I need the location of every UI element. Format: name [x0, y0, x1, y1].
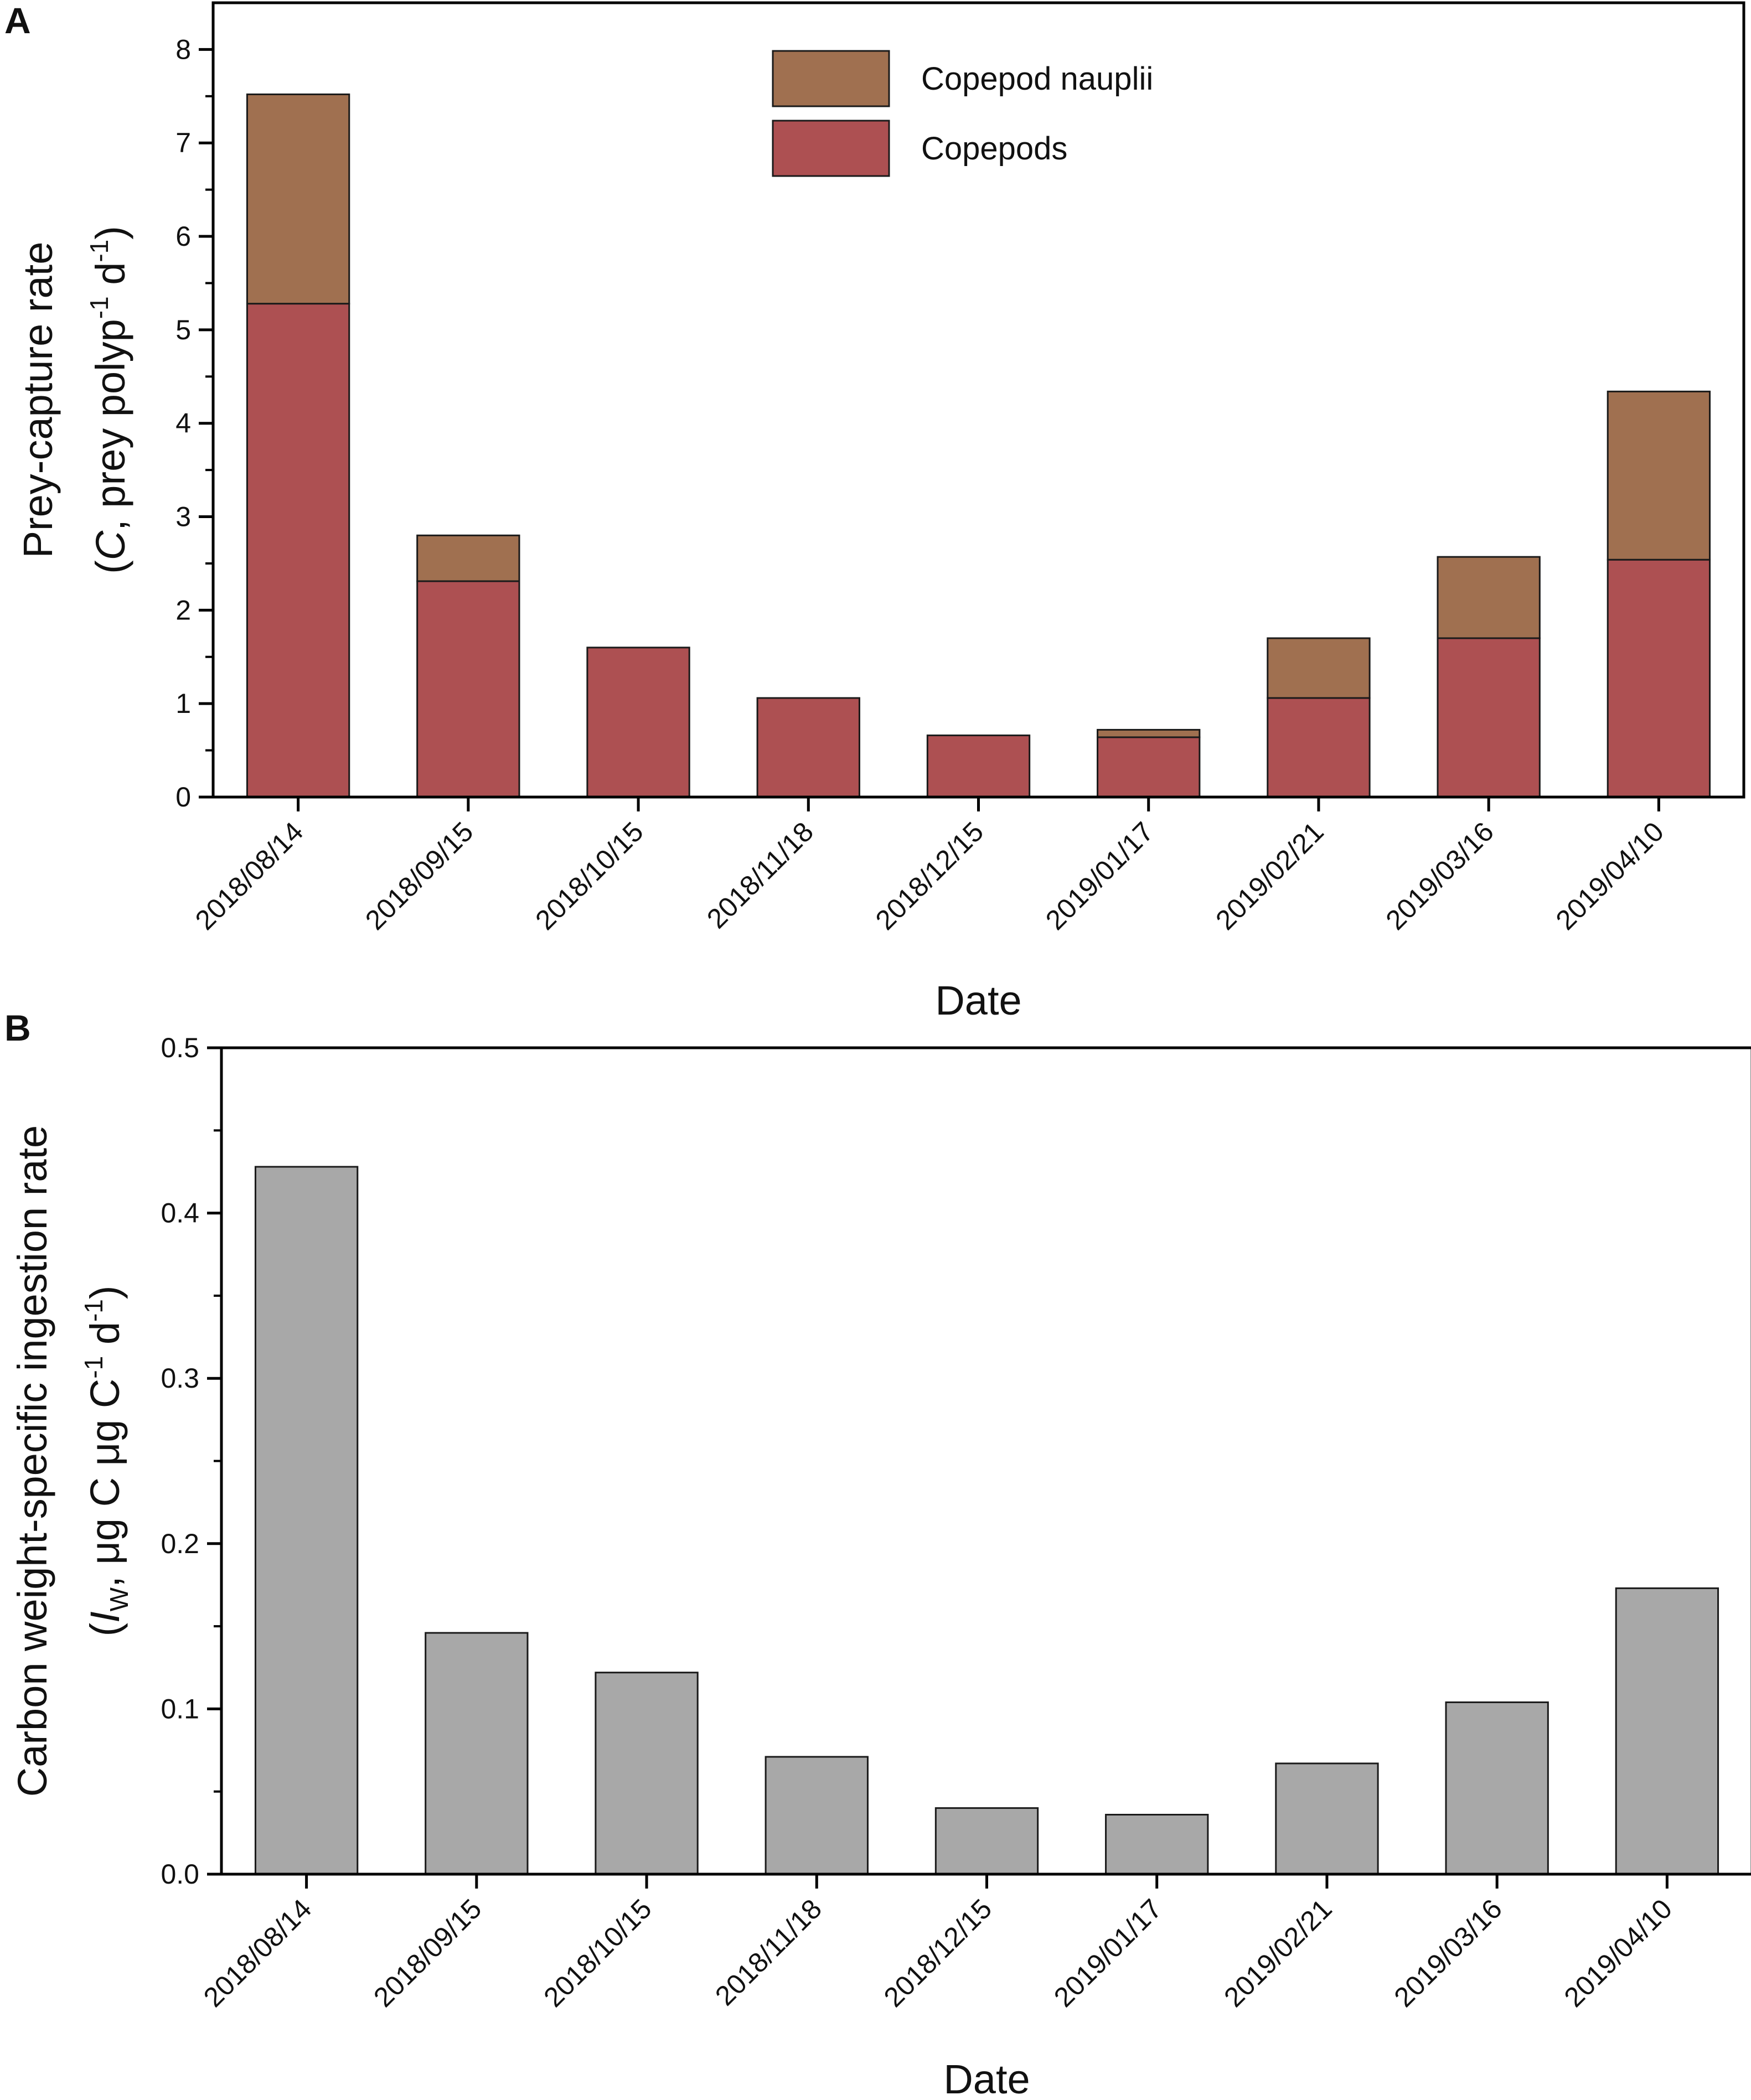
x-tick-label: 2018/12/15 — [870, 816, 990, 936]
bar-copepods-2019/03/16 — [1437, 637, 1541, 798]
bar-copepod-nauplii-2019/03/16 — [1437, 556, 1541, 639]
bar-copepods-2018/10/15 — [586, 646, 690, 798]
bar-copepods-2018/11/18 — [756, 697, 860, 798]
x-tick-label: 2019/04/10 — [1550, 816, 1670, 936]
legend-label-copepods: Copepods — [921, 131, 1067, 167]
x-tick-label: 2018/08/14 — [189, 816, 309, 936]
x-tick-label: 2019/03/16 — [1380, 816, 1500, 936]
bar-copepods-2018/09/15 — [416, 580, 520, 798]
y-tick-label: 1 — [175, 688, 191, 719]
panel-b-bars — [254, 1166, 1719, 1875]
y-tick-label: 6 — [175, 221, 191, 252]
x-tick-label: 2018/10/15 — [538, 1893, 658, 2013]
y-tick-label: 0.5 — [161, 1032, 199, 1063]
y-tick-label: 0.4 — [161, 1198, 199, 1229]
y-tick-label: 0.1 — [161, 1693, 199, 1724]
panel-a-y-axis-title: Prey-capture rate — [15, 242, 61, 558]
x-tick-label: 2018/09/15 — [359, 816, 479, 936]
panel-a-x-axis-title: Date — [935, 977, 1021, 1023]
x-tick-label: 2019/03/16 — [1388, 1893, 1508, 2013]
x-tick-label: 2019/01/17 — [1048, 1893, 1168, 2013]
x-tick-label: 2018/11/18 — [701, 816, 819, 934]
bar-copepods-2018/08/14 — [246, 303, 350, 798]
panel-a-letter: A — [4, 0, 31, 41]
panel-a-plot-frame — [211, 1, 1745, 799]
bar-copepods-2019/04/10 — [1607, 558, 1711, 798]
x-tick-label: 2018/10/15 — [529, 816, 649, 936]
bar-2018/10/15 — [595, 1672, 699, 1875]
legend-swatch-copepods — [772, 120, 890, 177]
y-tick-label: 3 — [175, 501, 191, 532]
y-tick-label: 2 — [175, 594, 191, 625]
y-tick-label: 7 — [175, 127, 191, 158]
x-tick-label: 2019/01/17 — [1040, 816, 1160, 936]
y-tick-label: 0 — [175, 782, 191, 813]
bar-copepods-2018/12/15 — [926, 735, 1031, 798]
bar-2019/04/10 — [1615, 1587, 1719, 1875]
bar-2019/02/21 — [1275, 1762, 1379, 1875]
bar-2018/08/14 — [254, 1166, 359, 1875]
y-tick-label: 8 — [175, 34, 191, 65]
bar-copepod-nauplii-2019/04/10 — [1607, 390, 1711, 561]
bar-copepods-2019/01/17 — [1097, 736, 1201, 798]
panel-b-letter: B — [4, 1007, 31, 1048]
bar-2018/09/15 — [425, 1632, 529, 1875]
y-tick-label: 0.2 — [161, 1528, 199, 1559]
bar-copepod-nauplii-2018/08/14 — [246, 93, 350, 305]
bar-2019/03/16 — [1445, 1701, 1549, 1875]
panel-a-y-axis-units: (C, prey polyp-1 d-1) — [85, 226, 133, 574]
panel-a-x-ticks: 2018/08/14 2018/09/15 2018/10/15 2018/11/18… — [189, 797, 1670, 936]
panel-a-legend: Copepod nauplii Copepods — [772, 50, 1153, 177]
panel-a-chart: A Copepod nauplii Copepods 0 1 2 3 4 5 6 7 8 2018… — [4, 0, 1745, 1023]
bar-2018/11/18 — [765, 1756, 869, 1875]
y-tick-label: 4 — [175, 408, 191, 439]
bar-copepod-nauplii-2018/09/15 — [416, 534, 520, 582]
x-tick-label: 2018/12/15 — [878, 1893, 998, 2013]
panel-b-y-axis-title: Carbon weight-specific ingestion rate — [9, 1125, 55, 1797]
panel-a-y-ticks: 0 1 2 3 4 5 6 7 8 — [175, 34, 213, 813]
legend-label-copepod-nauplii: Copepod nauplii — [921, 61, 1153, 97]
y-tick-label: 0.0 — [161, 1859, 199, 1890]
bar-copepods-2019/02/21 — [1267, 697, 1371, 798]
x-tick-label: 2018/08/14 — [198, 1893, 318, 2013]
y-tick-label: 5 — [175, 314, 191, 345]
panel-b-chart: B 0.0 0.1 0.2 0.3 0.4 0.5 2018/08/14 2018/09/1… — [4, 1007, 1751, 2100]
bar-2019/01/17 — [1105, 1814, 1209, 1875]
panel-b-x-ticks: 2018/08/14 2018/09/15 2018/10/15 2018/11/18… — [198, 1874, 1678, 2013]
bar-2018/12/15 — [934, 1807, 1039, 1875]
x-tick-label: 2019/04/10 — [1558, 1893, 1678, 2013]
x-tick-label: 2019/02/21 — [1210, 816, 1330, 936]
panel-b-y-ticks: 0.0 0.1 0.2 0.3 0.4 0.5 — [161, 1032, 221, 1890]
panel-b-plot-frame — [220, 1046, 1751, 1876]
panel-a-bars — [246, 93, 1711, 798]
legend-swatch-copepod-nauplii — [772, 50, 890, 107]
y-tick-label: 0.3 — [161, 1363, 199, 1394]
x-tick-label: 2018/11/18 — [709, 1893, 828, 2011]
panel-b-x-axis-title: Date — [943, 2056, 1030, 2100]
panel-b-y-axis-units: (IW, μg C μg C-1 d-1) — [79, 1285, 133, 1636]
x-tick-label: 2019/02/21 — [1218, 1893, 1338, 2013]
x-tick-label: 2018/09/15 — [368, 1893, 488, 2013]
bar-copepod-nauplii-2019/02/21 — [1267, 637, 1371, 699]
bar-copepod-nauplii-2019/01/17 — [1097, 728, 1201, 738]
